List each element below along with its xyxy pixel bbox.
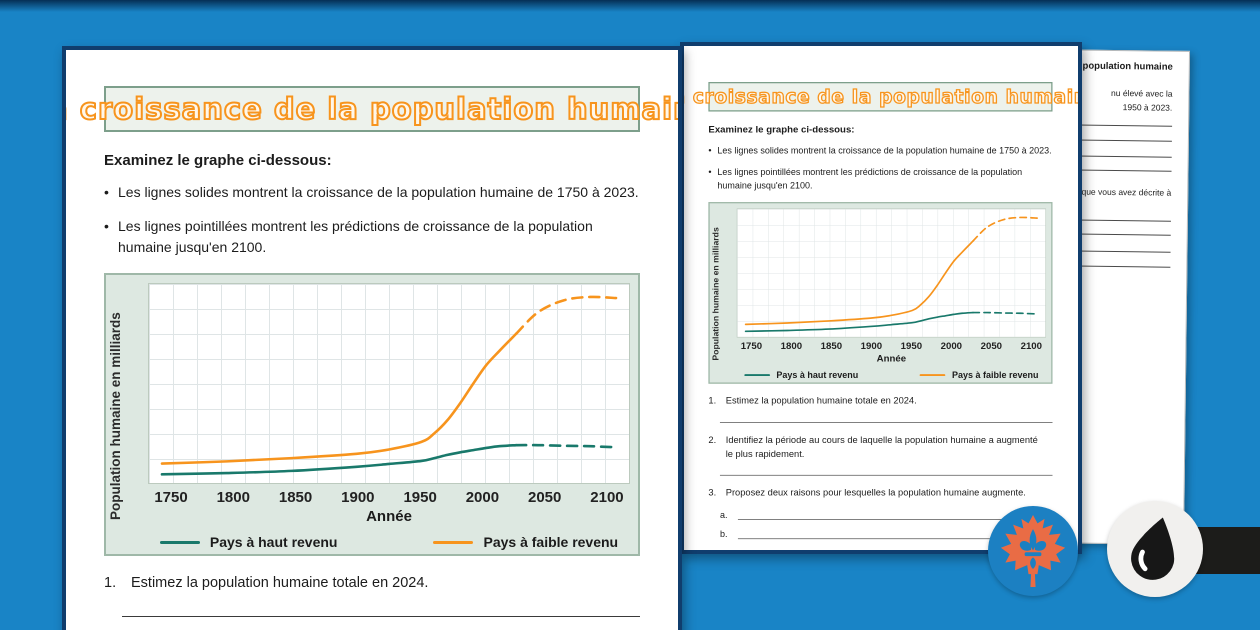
legend-label: Pays à haut revenu [776, 369, 859, 380]
x-tick: 2050 [980, 340, 1003, 352]
chart-legend: Pays à haut revenu Pays à faible revenu [148, 534, 630, 550]
answer-line [719, 422, 1053, 423]
chart-lines [149, 284, 629, 483]
question-number: 1. [708, 395, 717, 407]
page2-text-fragment: nu élevé avec la [1110, 87, 1173, 99]
x-tick: 1850 [820, 340, 843, 352]
question-2: 2. Identifiez la période au cours de laq… [708, 434, 1052, 462]
worksheet-title: La croissance de la population humaine [62, 91, 682, 127]
chart-x-axis-label: Année [366, 508, 412, 525]
question-1: 1. Estimez la population humaine totale … [708, 395, 1052, 409]
chart-x-axis-label: Année [876, 352, 907, 364]
chart-x-ticks: 1750 1800 1850 1900 1950 2000 2050 2100 [148, 489, 630, 506]
chart-lines [737, 209, 1045, 337]
worksheet-intro: Examinez le graphe ci-dessous: [104, 152, 332, 169]
answer-line [122, 615, 640, 617]
sub-letter: b. [719, 528, 728, 540]
question-text: Identifiez la période au cours de laquel… [725, 434, 1038, 460]
legend-item-low-income: Pays à faible revenu [919, 369, 1039, 380]
x-tick: 1800 [780, 340, 803, 352]
question-text: Estimez la population humaine totale en … [725, 395, 917, 407]
ink-drop-icon [1131, 517, 1175, 580]
x-tick: 1800 [216, 489, 250, 506]
legend-swatch-teal [744, 373, 770, 376]
chart-y-axis-label: Population humaine en milliards [710, 227, 721, 361]
legend-label: Pays à faible revenu [483, 534, 619, 550]
legend-item-high-income: Pays à haut revenu [744, 370, 858, 380]
chart-body: 1750 1800 1850 1900 1950 2000 2050 2100 … [148, 283, 630, 550]
chart-body: 1750 1800 1850 1900 1950 2000 2050 2100 … [736, 208, 1047, 380]
page2-text-fragment: que vous avez décrite à [1081, 186, 1172, 198]
bullet-text: Les lignes pointillées montrent les préd… [717, 166, 1023, 191]
page2-text-fragment: 1950 à 2023. [1122, 102, 1173, 113]
bullet-item: • Les lignes solides montrent la croissa… [708, 144, 1052, 157]
answer-line [737, 519, 1053, 520]
legend-swatch-orange [919, 373, 946, 376]
worksheet-page1-large[interactable]: La croissance de la population humaine E… [62, 46, 682, 630]
population-chart: Population humaine en milliards 1750 180… [104, 273, 640, 556]
worksheet-content: La croissance de la population humaine E… [684, 82, 1078, 550]
question-number: 2. [708, 434, 717, 446]
x-tick: 1750 [154, 489, 188, 506]
black-and-white-badge [1107, 501, 1203, 597]
answer-line [737, 538, 1053, 540]
chart-y-axis-label: Population humaine en milliards [108, 312, 123, 521]
bullet-text: Les lignes solides montrent la croissanc… [717, 144, 1052, 156]
worksheet-intro: Examinez le graphe ci-dessous: [708, 124, 855, 136]
question-number: 3. [708, 487, 717, 499]
x-tick: 2100 [1020, 340, 1043, 352]
x-tick: 2050 [528, 489, 562, 506]
question-1: 1. Estimez la population humaine totale … [104, 573, 640, 595]
question-number: 1. [104, 575, 117, 591]
chart-legend: Pays à haut revenu Pays à faible revenu [737, 370, 1046, 380]
worksheet-title: La croissance de la population humaine [680, 85, 1082, 108]
page2-title-fragment: la population humaine [1071, 60, 1173, 73]
bullet-item: • Les lignes pointillées montrent les pr… [104, 216, 640, 258]
bullet-marker: • [708, 144, 712, 156]
answer-line [719, 475, 1053, 476]
x-tick: 1850 [278, 489, 313, 506]
worksheet-title-banner: La croissance de la population humaine [66, 86, 678, 132]
legend-swatch-teal [159, 540, 200, 544]
maple-leaf-icon [1000, 515, 1066, 587]
bullet-item: • Les lignes solides montrent la croissa… [104, 182, 640, 203]
bullet-marker: • [104, 218, 109, 234]
sub-answer-b: b. [719, 528, 1053, 540]
x-tick: 1900 [341, 489, 375, 506]
x-tick: 2000 [940, 340, 963, 352]
x-tick: 1950 [403, 489, 437, 506]
x-tick: 1900 [860, 340, 883, 352]
question-text: Proposez deux raisons pour lesquelles la… [725, 487, 1026, 499]
question-3: 3. Proposez deux raisons pour lesquelles… [708, 487, 1052, 501]
sub-letter: a. [719, 509, 728, 520]
x-tick: 1750 [740, 340, 763, 352]
sub-answer-a: a. [720, 510, 1053, 520]
fleur-de-lis-icon [1019, 529, 1047, 569]
question-text: Estimez la population humaine totale en … [131, 575, 429, 591]
x-tick: 2100 [590, 489, 624, 506]
legend-label: Pays à faible revenu [952, 369, 1039, 380]
population-chart: Population humaine en milliards 1750 180… [708, 202, 1053, 384]
legend-item-low-income: Pays à faible revenu [433, 534, 618, 550]
bullet-item: • Les lignes pointillées montrent les pr… [708, 165, 1052, 192]
worksheet-title-banner: La croissance de la population humaine [684, 82, 1078, 112]
x-tick: 2000 [465, 489, 500, 506]
french-canada-badge [988, 506, 1078, 596]
legend-swatch-orange [433, 540, 474, 544]
chart-x-ticks: 1750 1800 1850 1900 1950 2000 2050 2100 [737, 341, 1046, 352]
legend-label: Pays à haut revenu [209, 534, 338, 550]
bullet-marker: • [708, 166, 712, 178]
legend-item-high-income: Pays à haut revenu [159, 534, 338, 550]
chart-plot-area [148, 283, 630, 484]
bullet-marker: • [104, 184, 109, 200]
chart-plot-area [736, 208, 1047, 338]
x-tick: 1950 [900, 340, 923, 352]
worksheet-content: La croissance de la population humaine E… [66, 86, 678, 630]
bullet-text: Les lignes pointillées montrent les préd… [118, 218, 593, 255]
bullet-text: Les lignes solides montrent la croissanc… [118, 184, 639, 200]
worksheet-page1-small[interactable]: La croissance de la population humaine E… [680, 42, 1082, 554]
